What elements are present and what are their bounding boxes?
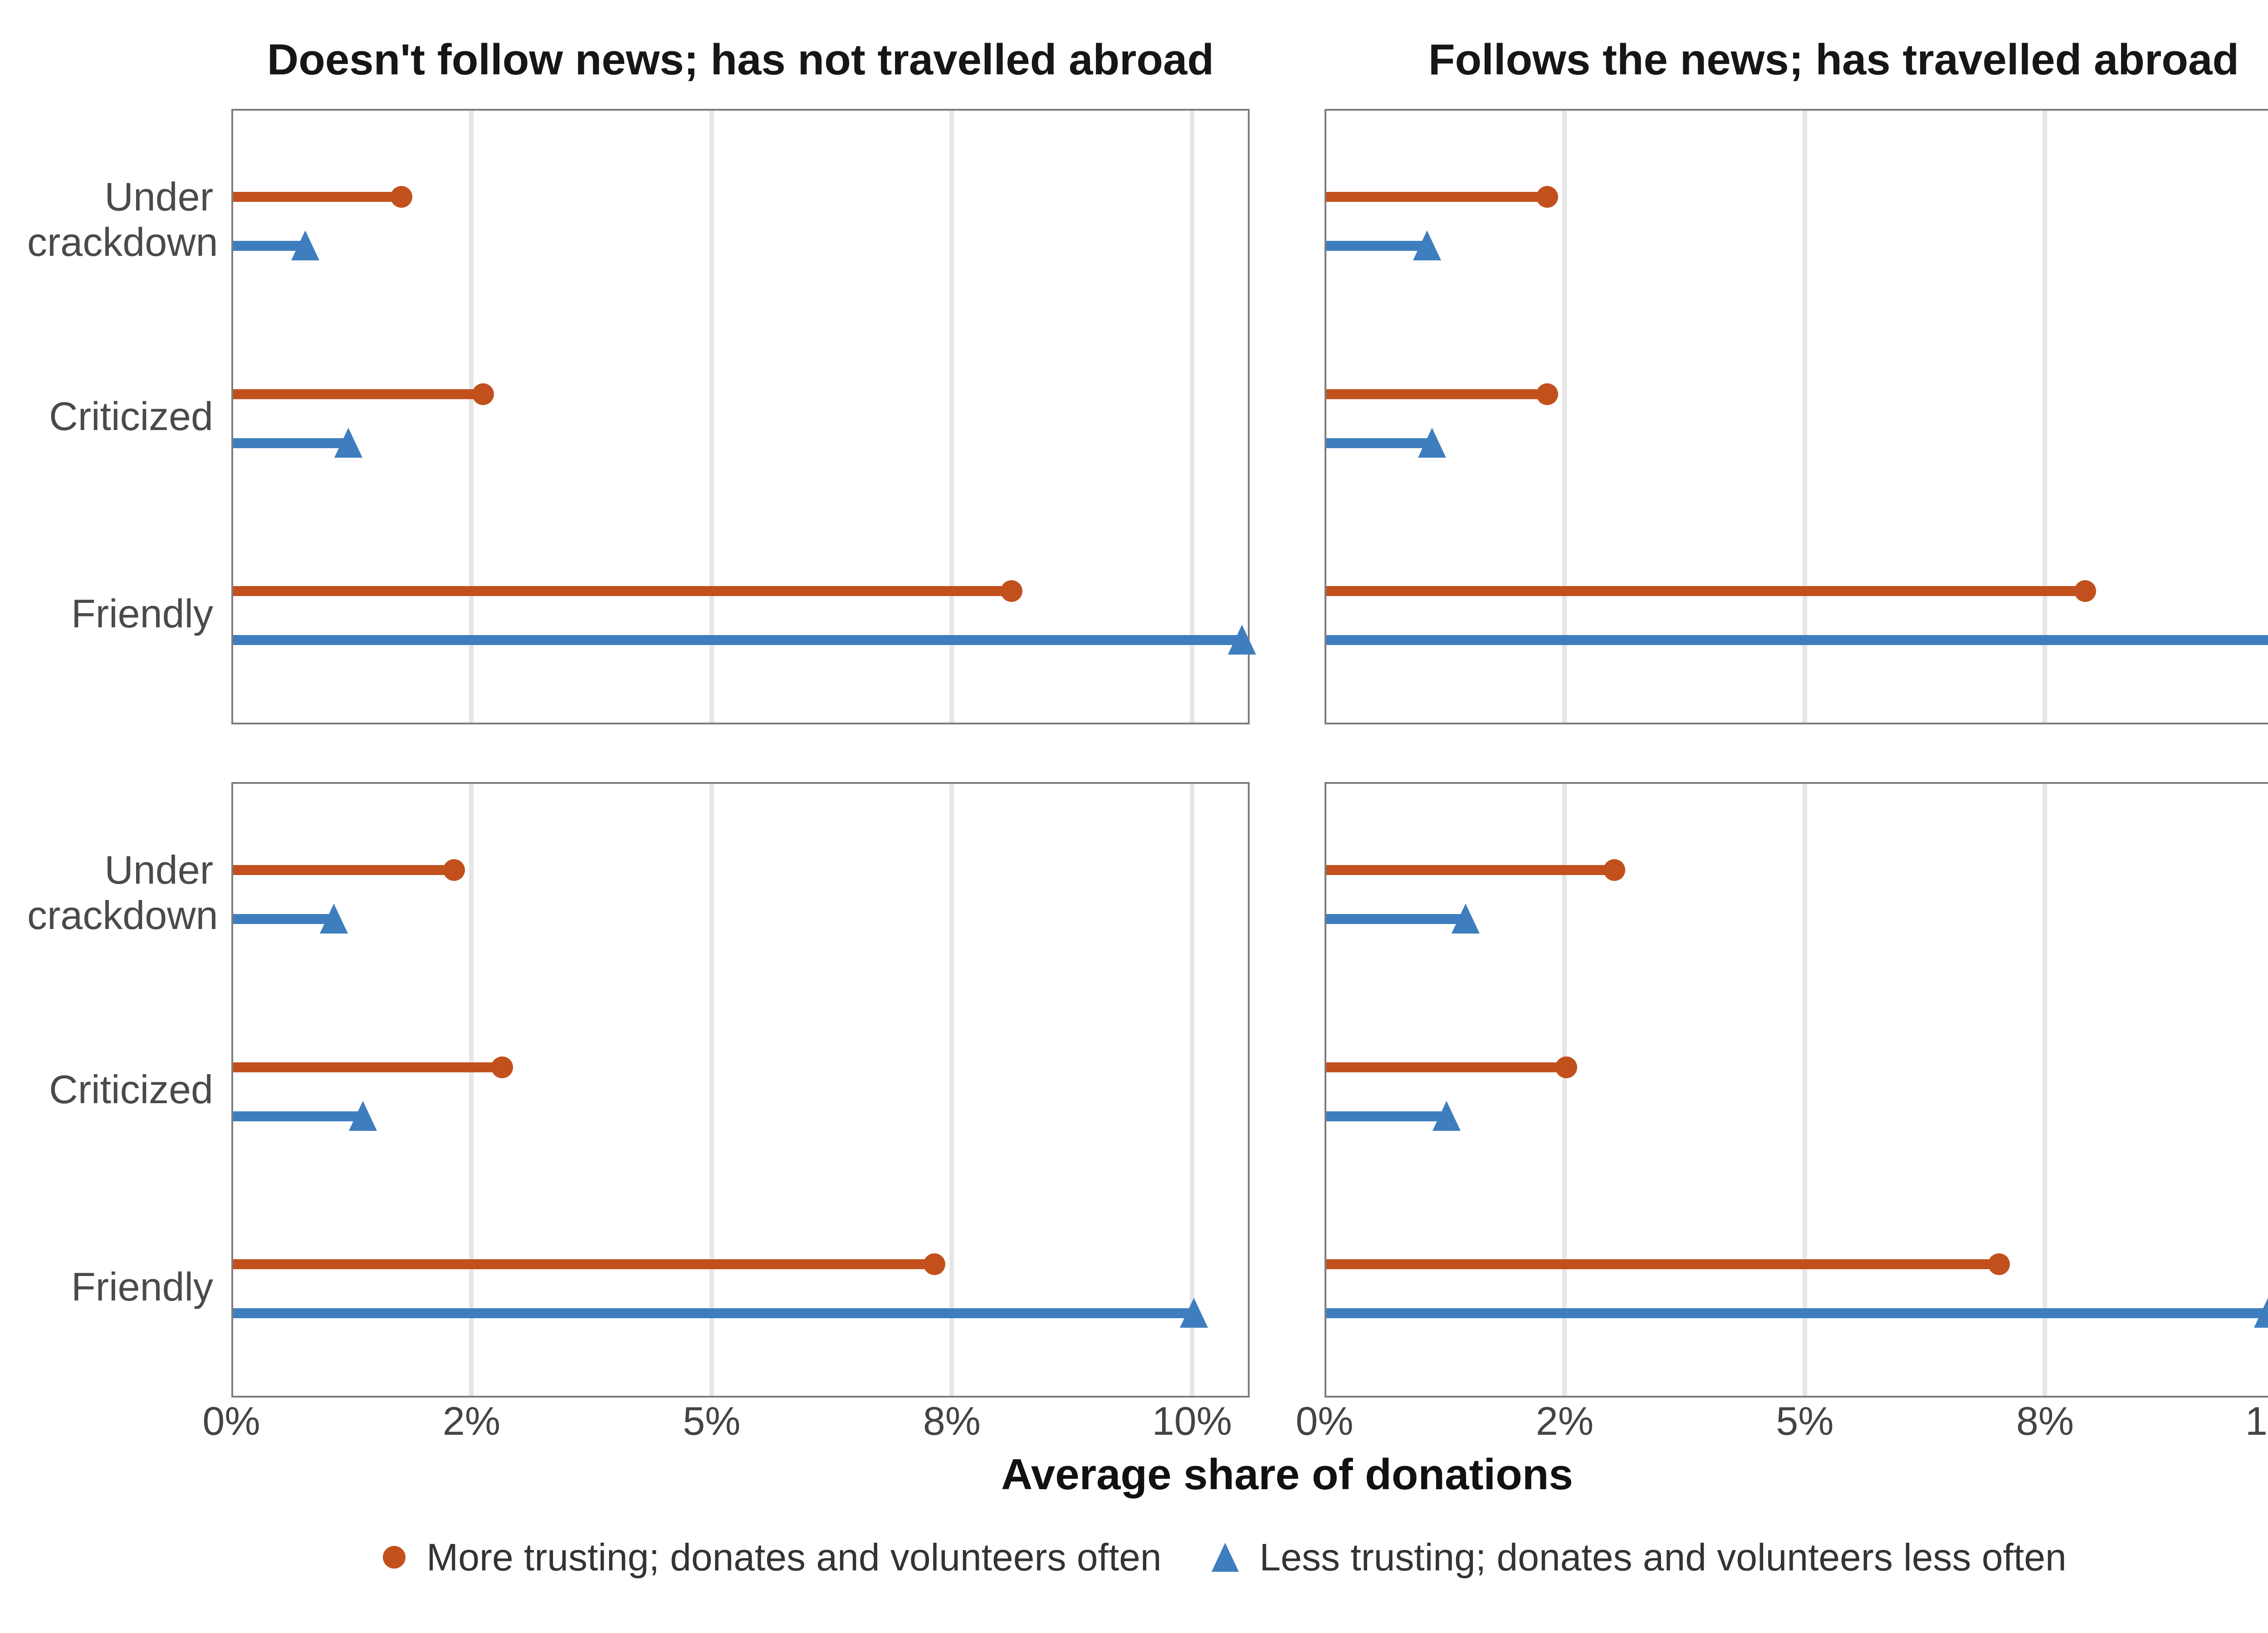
gridline-8% — [949, 111, 954, 723]
gridline-8% — [2043, 784, 2048, 1396]
x-tick-label: 2% — [442, 1398, 501, 1443]
lollipop-stem-more_trusting — [1326, 865, 1615, 875]
circle-marker — [1988, 1253, 2010, 1275]
circle-marker — [443, 859, 465, 881]
circle-marker — [1536, 186, 1559, 208]
triangle-marker-icon — [1211, 1543, 1239, 1572]
lollipop-stem-less_trusting — [233, 914, 334, 924]
y-axis-label-friendly: Friendly — [71, 1264, 213, 1309]
x-tick-label: 2% — [1535, 1398, 1594, 1443]
lollipop-stem-more_trusting — [233, 865, 455, 875]
gridline-2% — [469, 784, 474, 1396]
circle-marker — [1603, 859, 1626, 881]
x-tick-label: 5% — [1776, 1398, 1834, 1443]
x-tick-label: 8% — [923, 1398, 981, 1443]
legend: More trusting; donates and volunteers of… — [0, 1528, 2268, 1587]
legend-item-less-trusting: Less trusting; donates and volunteers le… — [1211, 1535, 2067, 1579]
lollipop-stem-more_trusting — [1326, 192, 1548, 202]
lollipop-stem-more_trusting — [233, 1259, 935, 1269]
legend-item-more-trusting: More trusting; donates and volunteers of… — [383, 1535, 1162, 1579]
lollipop-stem-less_trusting — [233, 1308, 1194, 1318]
x-tick-label: 8% — [2016, 1398, 2074, 1443]
gridline-5% — [709, 784, 714, 1396]
circle-marker — [2074, 580, 2097, 602]
circle-marker-icon — [383, 1546, 406, 1569]
circle-marker — [390, 186, 412, 208]
triangle-marker — [320, 904, 348, 934]
gridline-10% — [1189, 784, 1194, 1396]
triangle-marker — [1227, 624, 1256, 655]
triangle-marker — [1179, 1297, 1208, 1328]
panel-conservative-doesnt-follow — [231, 782, 1250, 1398]
lollipop-stem-more_trusting — [1326, 1259, 1999, 1269]
circle-marker — [1000, 580, 1022, 602]
x-tick-label: 0% — [202, 1398, 260, 1443]
gridline-5% — [1802, 784, 1807, 1396]
circle-marker — [1536, 383, 1559, 405]
gridline-5% — [1802, 111, 1807, 723]
lollipop-stem-more_trusting — [233, 1062, 503, 1072]
lollipop-stem-less_trusting — [1326, 1111, 1447, 1121]
gridline-2% — [469, 111, 474, 723]
circle-marker — [472, 383, 494, 405]
panel-liberal-doesnt-follow — [231, 109, 1256, 724]
gridline-5% — [709, 111, 714, 723]
facet-column-title-right: Follows the news; has travelled abroad — [1428, 35, 2239, 84]
circle-marker — [1555, 1056, 1578, 1078]
triangle-marker — [1413, 230, 1442, 261]
lollipop-stem-more_trusting — [233, 389, 483, 399]
gridline-2% — [1562, 784, 1567, 1396]
lollipop-stem-less_trusting — [233, 635, 1242, 645]
legend-label: Less trusting; donates and volunteers le… — [1259, 1535, 2067, 1579]
y-axis-label-friendly: Friendly — [71, 591, 213, 636]
x-tick-label: 10% — [2245, 1398, 2268, 1443]
lollipop-stem-more_trusting — [1326, 389, 1548, 399]
x-tick-label: 5% — [683, 1398, 741, 1443]
circle-marker — [491, 1056, 513, 1078]
lollipop-stem-less_trusting — [1326, 635, 2268, 645]
x-tick-label: 10% — [1152, 1398, 1232, 1443]
gridline-8% — [2043, 111, 2048, 723]
y-axis-label-criticized: Criticized — [49, 394, 213, 439]
triangle-marker — [334, 427, 363, 458]
panel-liberal-follows — [1325, 109, 2268, 724]
lollipop-stem-less_trusting — [233, 438, 349, 448]
triangle-marker — [348, 1100, 377, 1131]
lollipop-stem-less_trusting — [233, 1111, 363, 1121]
lollipop-stem-less_trusting — [1326, 438, 1432, 448]
triangle-marker — [1418, 427, 1446, 458]
lollipop-stem-less_trusting — [233, 241, 305, 251]
lollipop-stem-more_trusting — [233, 192, 401, 202]
lollipop-stem-more_trusting — [1326, 586, 2086, 596]
triangle-marker — [2253, 1297, 2268, 1328]
triangle-marker — [1432, 1100, 1461, 1131]
x-tick-label: 0% — [1295, 1398, 1354, 1443]
lollipop-stem-less_trusting — [1326, 914, 1466, 924]
gridline-8% — [949, 784, 954, 1396]
y-axis-label-under-crackdown: Under crackdown — [27, 174, 218, 264]
legend-label: More trusting; donates and volunteers of… — [426, 1535, 1162, 1579]
lollipop-stem-less_trusting — [1326, 1308, 2268, 1318]
circle-marker — [924, 1253, 946, 1275]
facet-column-title-left: Doesn't follow news; has not travelled a… — [267, 35, 1214, 84]
lollipop-stem-more_trusting — [233, 586, 1012, 596]
triangle-marker — [1452, 904, 1480, 934]
y-axis-label-under-crackdown: Under crackdown — [27, 847, 218, 938]
panel-conservative-follows — [1325, 782, 2268, 1398]
x-axis-title: Average share of donations — [1001, 1450, 1573, 1499]
lollipop-stem-less_trusting — [1326, 241, 1427, 251]
y-axis-label-criticized: Criticized — [49, 1067, 213, 1112]
gridline-2% — [1562, 111, 1567, 723]
lollipop-stem-more_trusting — [1326, 1062, 1567, 1072]
gridline-10% — [1189, 111, 1194, 723]
triangle-marker — [291, 230, 319, 261]
